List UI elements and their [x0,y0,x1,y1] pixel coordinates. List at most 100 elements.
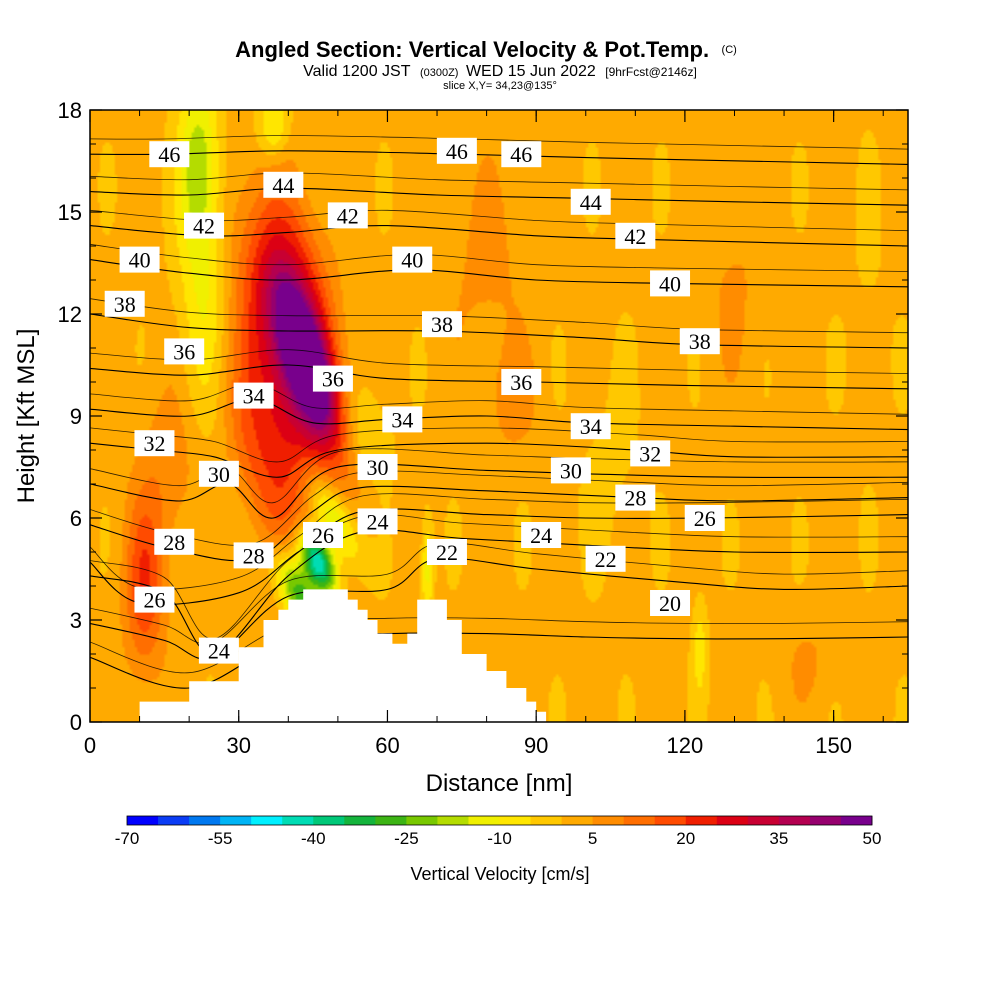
contour-label-text: 34 [580,414,602,439]
contour-label: 24 [357,508,398,535]
contour-label-box [104,290,145,317]
colorbar-swatch [220,816,252,825]
contour-label-text: 20 [659,591,681,616]
colorbar-swatch [375,816,407,825]
contour-label-text: 46 [510,142,532,167]
colorbar-swatch [654,816,687,825]
colorbar-swatch [561,816,594,825]
x-tick-label: 120 [667,733,704,758]
contour-label-box [521,522,562,548]
contour-label-box [184,212,225,239]
chart-subtitle: Valid 1200 JST (0300Z) WED 15 Jun 2022 [… [303,63,697,80]
isentrope-35 [90,383,908,415]
colorbar-swatch [809,816,842,825]
contour-label-text: 36 [510,370,532,395]
contour-label-box [303,522,344,548]
contour-label-text: 42 [337,203,359,228]
contour-label: 30 [198,460,239,487]
contour-label: 42 [184,212,225,239]
x-axis: 0 30 60 90 120 150 [84,110,884,758]
contour-label-text: 46 [446,139,468,164]
isentrope-27 [90,493,908,590]
chart-title-suffix: (C) [722,44,737,56]
contour-label: 36 [164,338,205,365]
contour-label-text: 42 [193,214,215,239]
contour-label: 20 [650,590,691,616]
contour-label-box [327,202,368,229]
x-tick-label: 60 [375,733,399,758]
colorbar-swatch [592,816,625,825]
contour-label: 38 [421,311,462,338]
y-tick-label: 9 [70,404,82,429]
colorbar-swatch [282,816,314,825]
isentrope-36 [90,364,908,390]
isentrope-29 [90,470,908,546]
contour-label-text: 34 [243,384,265,409]
isentrope-40 [90,259,908,288]
isentrope-21 [90,617,908,674]
contour-label-text: 22 [436,540,458,565]
contour-label-box [436,137,477,164]
plot-area: 46 46 46 44 44 42 42 42 40 40 40 38 38 38 36 36 36 34 34 34… [90,110,908,722]
x-tick-label: 90 [524,733,548,758]
contour-label: 40 [119,246,160,273]
contour-label-box [684,505,725,531]
contour-label-text: 40 [659,271,681,296]
contour-label: 26 [134,586,175,613]
contour-label: 40 [392,246,433,273]
colorbar-swatch [251,816,283,825]
colorbar-swatch [747,816,780,825]
isentrope-28 [90,485,908,562]
y-tick-label: 15 [58,200,82,225]
contour-label-box [550,457,591,484]
colorbar-swatch [468,816,500,825]
contour-label-box [134,430,175,457]
contour-label-box [585,545,626,572]
contour-label: 44 [570,188,611,215]
contour-label-box [233,382,274,409]
contour-label-text: 28 [624,486,646,511]
contour-label-box [615,484,656,511]
contour-label-box [679,328,720,355]
contour-label-text: 38 [431,312,453,337]
contour-label: 46 [149,141,190,168]
contour-label-box [570,413,611,440]
contour-label-text: 38 [689,329,711,354]
contour-label-box [501,369,542,395]
isentrope-45 [90,172,908,191]
contour-label-box [630,440,671,467]
contour-label-box [312,365,353,392]
contour-label-text: 28 [243,543,265,568]
contour-label: 36 [501,369,542,395]
contour-label-text: 40 [129,248,151,273]
colorbar-swatch [685,816,718,825]
contour-label-text: 34 [391,407,413,432]
isentrope-32 [90,442,908,478]
contour-label-text: 22 [595,547,617,572]
colorbar-tick-label: -55 [208,829,233,848]
contour-label: 42 [327,202,368,229]
contour-label: 30 [357,454,398,480]
contour-label-box [392,246,433,273]
contour-label-box [615,222,656,249]
isentrope-41 [90,243,908,272]
y-tick-label: 0 [70,710,82,735]
contour-label-box [149,141,190,168]
chart-title-main: Angled Section: Vertical Velocity & Pot.… [235,37,709,62]
contour-label-text: 44 [580,190,602,215]
contour-label-text: 30 [208,462,230,487]
contour-label: 32 [134,430,175,457]
contour-label-text: 24 [208,639,230,664]
contour-label-text: 46 [158,142,180,167]
forecast-info: [9hrFcst@2146z] [605,65,697,79]
contour-label-box [426,539,467,565]
contour-label-text: 36 [322,367,344,392]
contour-label: 36 [312,365,353,392]
contour-label: 28 [154,528,195,555]
contour-label: 40 [650,270,691,297]
contour-label: 46 [501,141,542,168]
colorbar: -70 -55 -40 -25 -10 5 20 35 50 [115,815,881,848]
contour-label-text: 26 [312,523,334,548]
